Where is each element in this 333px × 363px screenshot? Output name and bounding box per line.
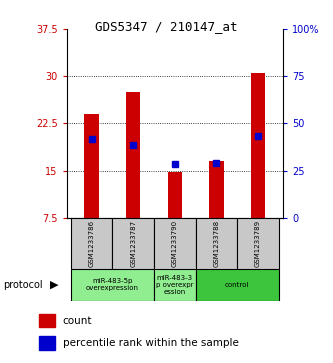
Bar: [39, 337, 55, 350]
Text: GSM1233786: GSM1233786: [89, 220, 95, 267]
Text: GSM1233790: GSM1233790: [172, 220, 178, 267]
Bar: [154, 269, 196, 301]
Bar: [71, 218, 113, 269]
Text: miR-483-5p
overexpression: miR-483-5p overexpression: [86, 278, 139, 291]
Bar: [237, 218, 279, 269]
Bar: [113, 218, 154, 269]
Bar: [71, 269, 154, 301]
Bar: [167, 172, 182, 218]
Text: GSM1233787: GSM1233787: [130, 220, 136, 267]
Text: percentile rank within the sample: percentile rank within the sample: [63, 338, 238, 348]
Text: GDS5347 / 210147_at: GDS5347 / 210147_at: [95, 20, 238, 33]
Text: GSM1233788: GSM1233788: [213, 220, 219, 267]
Text: GSM1233789: GSM1233789: [255, 220, 261, 267]
Text: miR-483-3
p overexpr
ession: miR-483-3 p overexpr ession: [156, 275, 193, 295]
Bar: [196, 269, 279, 301]
Text: control: control: [225, 282, 249, 288]
Bar: [251, 73, 265, 218]
Text: ▶: ▶: [50, 280, 58, 290]
Bar: [84, 114, 99, 218]
Bar: [154, 218, 196, 269]
Bar: [196, 218, 237, 269]
Text: protocol: protocol: [3, 280, 43, 290]
Bar: [126, 92, 141, 218]
Text: count: count: [63, 316, 92, 326]
Bar: [39, 314, 55, 327]
Bar: [209, 161, 224, 218]
